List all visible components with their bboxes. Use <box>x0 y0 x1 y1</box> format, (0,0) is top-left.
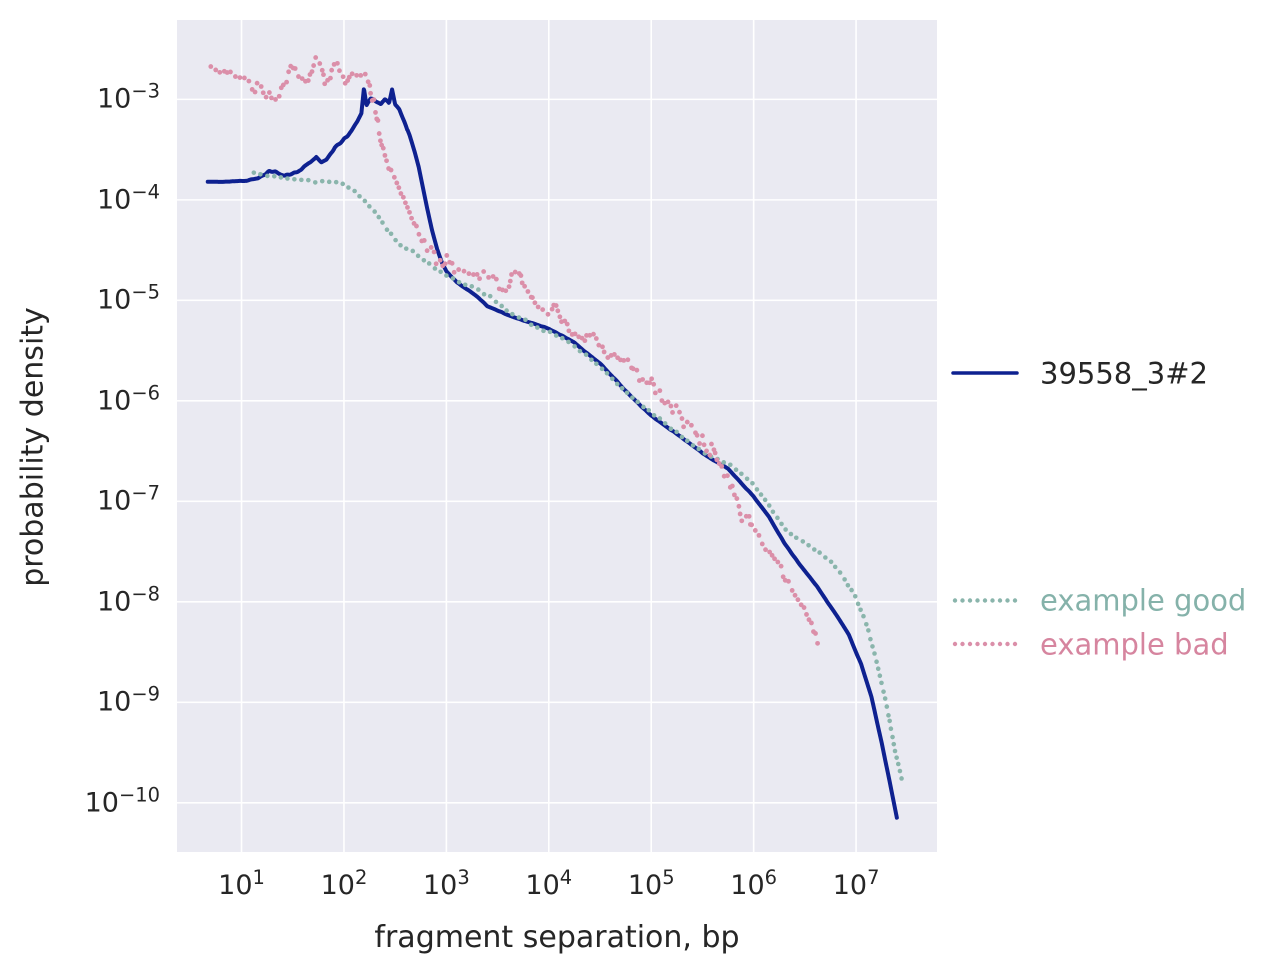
x-tick-label: 104 <box>525 866 573 901</box>
x-tick-label: 107 <box>832 866 880 901</box>
series-dots-2 <box>208 55 820 646</box>
y-tick-label: 10−3 <box>96 79 160 115</box>
legend-dotted-sample <box>952 598 1018 603</box>
series-layer <box>205 55 904 820</box>
y-tick-label: 10−5 <box>96 280 160 316</box>
x-axis-label: fragment separation, bp <box>374 920 740 955</box>
legend-dotted-sample <box>952 641 1018 647</box>
y-tick-label: 10−10 <box>84 783 160 819</box>
plot-background <box>177 20 937 852</box>
series-dots-1 <box>251 170 904 781</box>
x-tick-label: 106 <box>730 866 778 901</box>
y-tick-label: 10−8 <box>96 582 160 618</box>
x-tick-label: 101 <box>218 866 265 901</box>
y-axis-label: probability density <box>15 307 51 587</box>
y-tick-label: 10−7 <box>96 481 160 517</box>
y-tick-label: 10−9 <box>96 682 160 718</box>
x-tick-label: 105 <box>627 866 675 901</box>
legend-label-example-bad: example bad <box>1040 627 1229 662</box>
series-line-0 <box>205 87 899 820</box>
y-tick-label: 10−4 <box>96 180 160 216</box>
y-tick-label: 10−6 <box>96 381 160 417</box>
legend-label-example-good: example good <box>1040 583 1247 618</box>
legend-label-sample: 39558_3#2 <box>1040 356 1208 391</box>
x-tick-label: 103 <box>423 866 470 901</box>
x-tick-label: 102 <box>320 866 368 901</box>
